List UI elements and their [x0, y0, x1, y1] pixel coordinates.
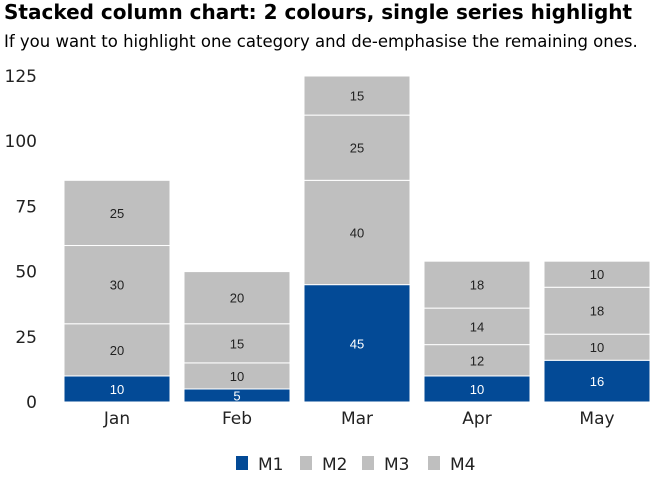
- y-tick-label: 0: [26, 393, 37, 413]
- data-label: 20: [110, 343, 124, 358]
- bar-segment: [543, 260, 651, 288]
- bar-segment: [423, 344, 531, 377]
- data-label: 16: [590, 374, 604, 389]
- bar-segment: [543, 333, 651, 361]
- bar-segment: [423, 307, 531, 346]
- legend-swatch: [236, 456, 248, 470]
- x-tick-label: Mar: [341, 409, 373, 429]
- bar-segment: [303, 179, 411, 286]
- y-tick-label: 75: [15, 197, 37, 217]
- bar-segment: [183, 271, 291, 325]
- data-label: 10: [230, 369, 244, 384]
- x-tick-label: Feb: [222, 409, 252, 429]
- legend-swatch: [300, 456, 312, 470]
- data-label: 15: [350, 89, 364, 104]
- y-axis: 0 25 50 75 100 125: [5, 67, 37, 413]
- data-label: 45: [350, 336, 364, 351]
- bar-segment: [63, 245, 171, 325]
- chart-subtitle: If you want to highlight one category an…: [4, 32, 638, 51]
- x-axis: Jan Feb Mar Apr May: [103, 409, 615, 429]
- data-label: 10: [110, 382, 124, 397]
- data-label: 14: [470, 319, 484, 334]
- legend-label: M1: [258, 455, 283, 475]
- x-tick-label: Jan: [103, 409, 130, 429]
- bar-segment: [543, 359, 651, 403]
- chart-title: Stacked column chart: 2 colours, single …: [4, 0, 633, 24]
- legend-label: M2: [322, 455, 347, 475]
- y-tick-label: 125: [5, 67, 37, 87]
- bar-segment: [303, 284, 411, 403]
- data-label: 18: [590, 304, 604, 319]
- x-tick-label: Apr: [462, 409, 491, 429]
- bar-segment: [423, 375, 531, 403]
- legend-swatch: [362, 456, 374, 470]
- legend-label: M4: [450, 455, 475, 475]
- bar-segment: [303, 75, 411, 116]
- bar-segment: [63, 179, 171, 247]
- data-label: 10: [470, 382, 484, 397]
- bar-segment: [423, 260, 531, 309]
- data-label: 25: [110, 206, 124, 221]
- data-label: 5: [233, 388, 240, 403]
- data-label: 20: [230, 291, 244, 306]
- legend-label: M3: [384, 455, 409, 475]
- legend: M1 M2 M3 M4: [236, 455, 475, 475]
- data-label: 10: [590, 267, 604, 282]
- x-tick-label: May: [579, 409, 614, 429]
- bar-segment: [543, 286, 651, 335]
- data-label: 10: [590, 340, 604, 355]
- y-tick-label: 50: [15, 263, 37, 283]
- data-label: 25: [350, 141, 364, 156]
- bar-segment: [63, 375, 171, 403]
- bar-segment: [183, 323, 291, 364]
- y-tick-label: 25: [15, 328, 37, 348]
- data-label: 18: [470, 278, 484, 293]
- data-label: 30: [110, 278, 124, 293]
- data-label: 12: [470, 353, 484, 368]
- y-tick-label: 100: [5, 132, 37, 152]
- bars: 10 20 30 25 5 10 15 20 45 40 25 15 10 12 14 18 16 10 18 10: [63, 75, 651, 403]
- data-label: 15: [230, 336, 244, 351]
- data-label: 40: [350, 225, 364, 240]
- bar-segment: [63, 323, 171, 377]
- legend-swatch: [428, 456, 440, 470]
